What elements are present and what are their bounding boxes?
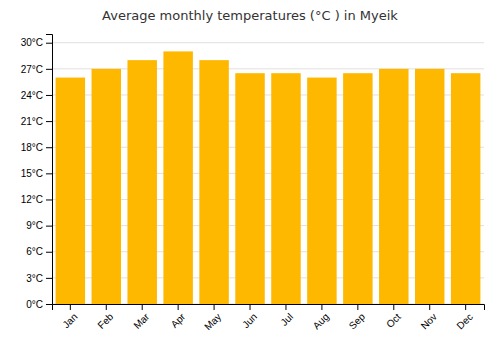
axis-line	[46, 35, 53, 305]
tick: Aug	[311, 304, 331, 331]
tick-mark	[46, 304, 52, 305]
tick-label: Mar	[131, 311, 151, 331]
tick-mark	[393, 304, 394, 310]
tick-mark	[46, 147, 52, 148]
tick-label: Aug	[311, 311, 331, 331]
tick: Jul	[278, 304, 295, 328]
tick-label: Apr	[169, 311, 188, 330]
bar	[415, 69, 444, 304]
bar	[199, 60, 228, 304]
tick-mark	[142, 304, 143, 310]
tick-mark	[321, 304, 322, 310]
tick: 27°C	[21, 64, 52, 75]
plot: 0°C 3°C 6°C 9°C 12°C 15°C 18°C 21°C 24°C 27°C 30°C…	[21, 35, 485, 333]
tick-label: Jan	[60, 311, 79, 330]
bar	[56, 78, 85, 304]
tick-mark	[178, 304, 179, 310]
bar	[379, 69, 408, 304]
tick-label: Nov	[419, 311, 439, 331]
tick-mark	[46, 121, 52, 122]
bar	[92, 69, 121, 304]
tick-mark	[70, 304, 71, 310]
tick-label: 12°C	[21, 194, 43, 205]
bar	[163, 51, 192, 304]
bars	[56, 51, 481, 304]
tick-label: 6°C	[26, 246, 43, 257]
tick: 6°C	[26, 246, 52, 257]
tick: 18°C	[21, 142, 52, 153]
bar	[235, 73, 264, 304]
tick: 12°C	[21, 194, 52, 205]
tick: Jun	[240, 304, 259, 330]
chart: 0°C 3°C 6°C 9°C 12°C 15°C 18°C 21°C 24°C 27°C 30°C…	[0, 0, 500, 350]
tick-mark	[46, 252, 52, 253]
tick-label: 21°C	[21, 116, 43, 127]
tick: Jan	[60, 304, 79, 330]
bar	[343, 73, 372, 304]
tick-label: Jul	[278, 311, 295, 328]
tick-label: 30°C	[21, 37, 43, 48]
tick-label: 24°C	[21, 90, 43, 101]
y-axis: 0°C 3°C 6°C 9°C 12°C 15°C 18°C 21°C 24°C 27°C 30°C	[21, 35, 53, 310]
tick: Apr	[169, 304, 188, 330]
bar	[271, 73, 300, 304]
tick: 3°C	[26, 273, 52, 284]
tick: Nov	[419, 304, 439, 331]
tick: 0°C	[26, 299, 52, 310]
title: Average monthly temperatures (°C ) in My…	[102, 8, 398, 23]
tick-label: May	[202, 311, 223, 332]
grid	[52, 43, 484, 304]
tick: 21°C	[21, 116, 52, 127]
tick: 9°C	[26, 220, 52, 231]
tick-mark	[106, 304, 107, 310]
tick-label: 0°C	[26, 299, 43, 310]
tick-label: 9°C	[26, 220, 43, 231]
bar	[127, 60, 156, 304]
tick-label: Jun	[240, 311, 259, 330]
tick-mark	[285, 304, 286, 310]
tick-mark	[429, 304, 430, 310]
tick-label: 18°C	[21, 142, 43, 153]
tick: 24°C	[21, 90, 52, 101]
tick-mark	[46, 173, 52, 174]
tick-label: Sep	[347, 311, 368, 332]
tick-mark	[357, 304, 358, 310]
tick: Dec	[455, 304, 475, 331]
bar	[307, 78, 336, 304]
tick-mark	[46, 199, 52, 200]
tick-label: Feb	[95, 311, 115, 331]
axis-line	[53, 305, 485, 311]
tick-label: 15°C	[21, 168, 43, 179]
tick-mark	[46, 95, 52, 96]
tick-mark	[465, 304, 466, 310]
tick-mark	[250, 304, 251, 310]
tick: 30°C	[21, 37, 52, 48]
tick: Feb	[95, 304, 115, 331]
tick: Mar	[131, 304, 151, 331]
tick-mark	[214, 304, 215, 310]
tick-label: 27°C	[21, 64, 43, 75]
tick: May	[202, 304, 223, 332]
grid-line	[52, 42, 484, 43]
tick: Oct	[384, 304, 403, 330]
x-axis: Jan Feb Mar Apr May Jun Jul Aug Sep Oct Nov Dec	[53, 304, 485, 332]
tick-label: Oct	[384, 311, 403, 330]
tick-mark	[46, 69, 52, 70]
tick-mark	[46, 43, 52, 44]
tick-label: 3°C	[26, 273, 43, 284]
tick-label: Dec	[455, 311, 475, 331]
tick: 15°C	[21, 168, 52, 179]
tick-mark	[46, 226, 52, 227]
tick: Sep	[347, 304, 368, 331]
bar	[451, 73, 480, 304]
tick-mark	[46, 278, 52, 279]
